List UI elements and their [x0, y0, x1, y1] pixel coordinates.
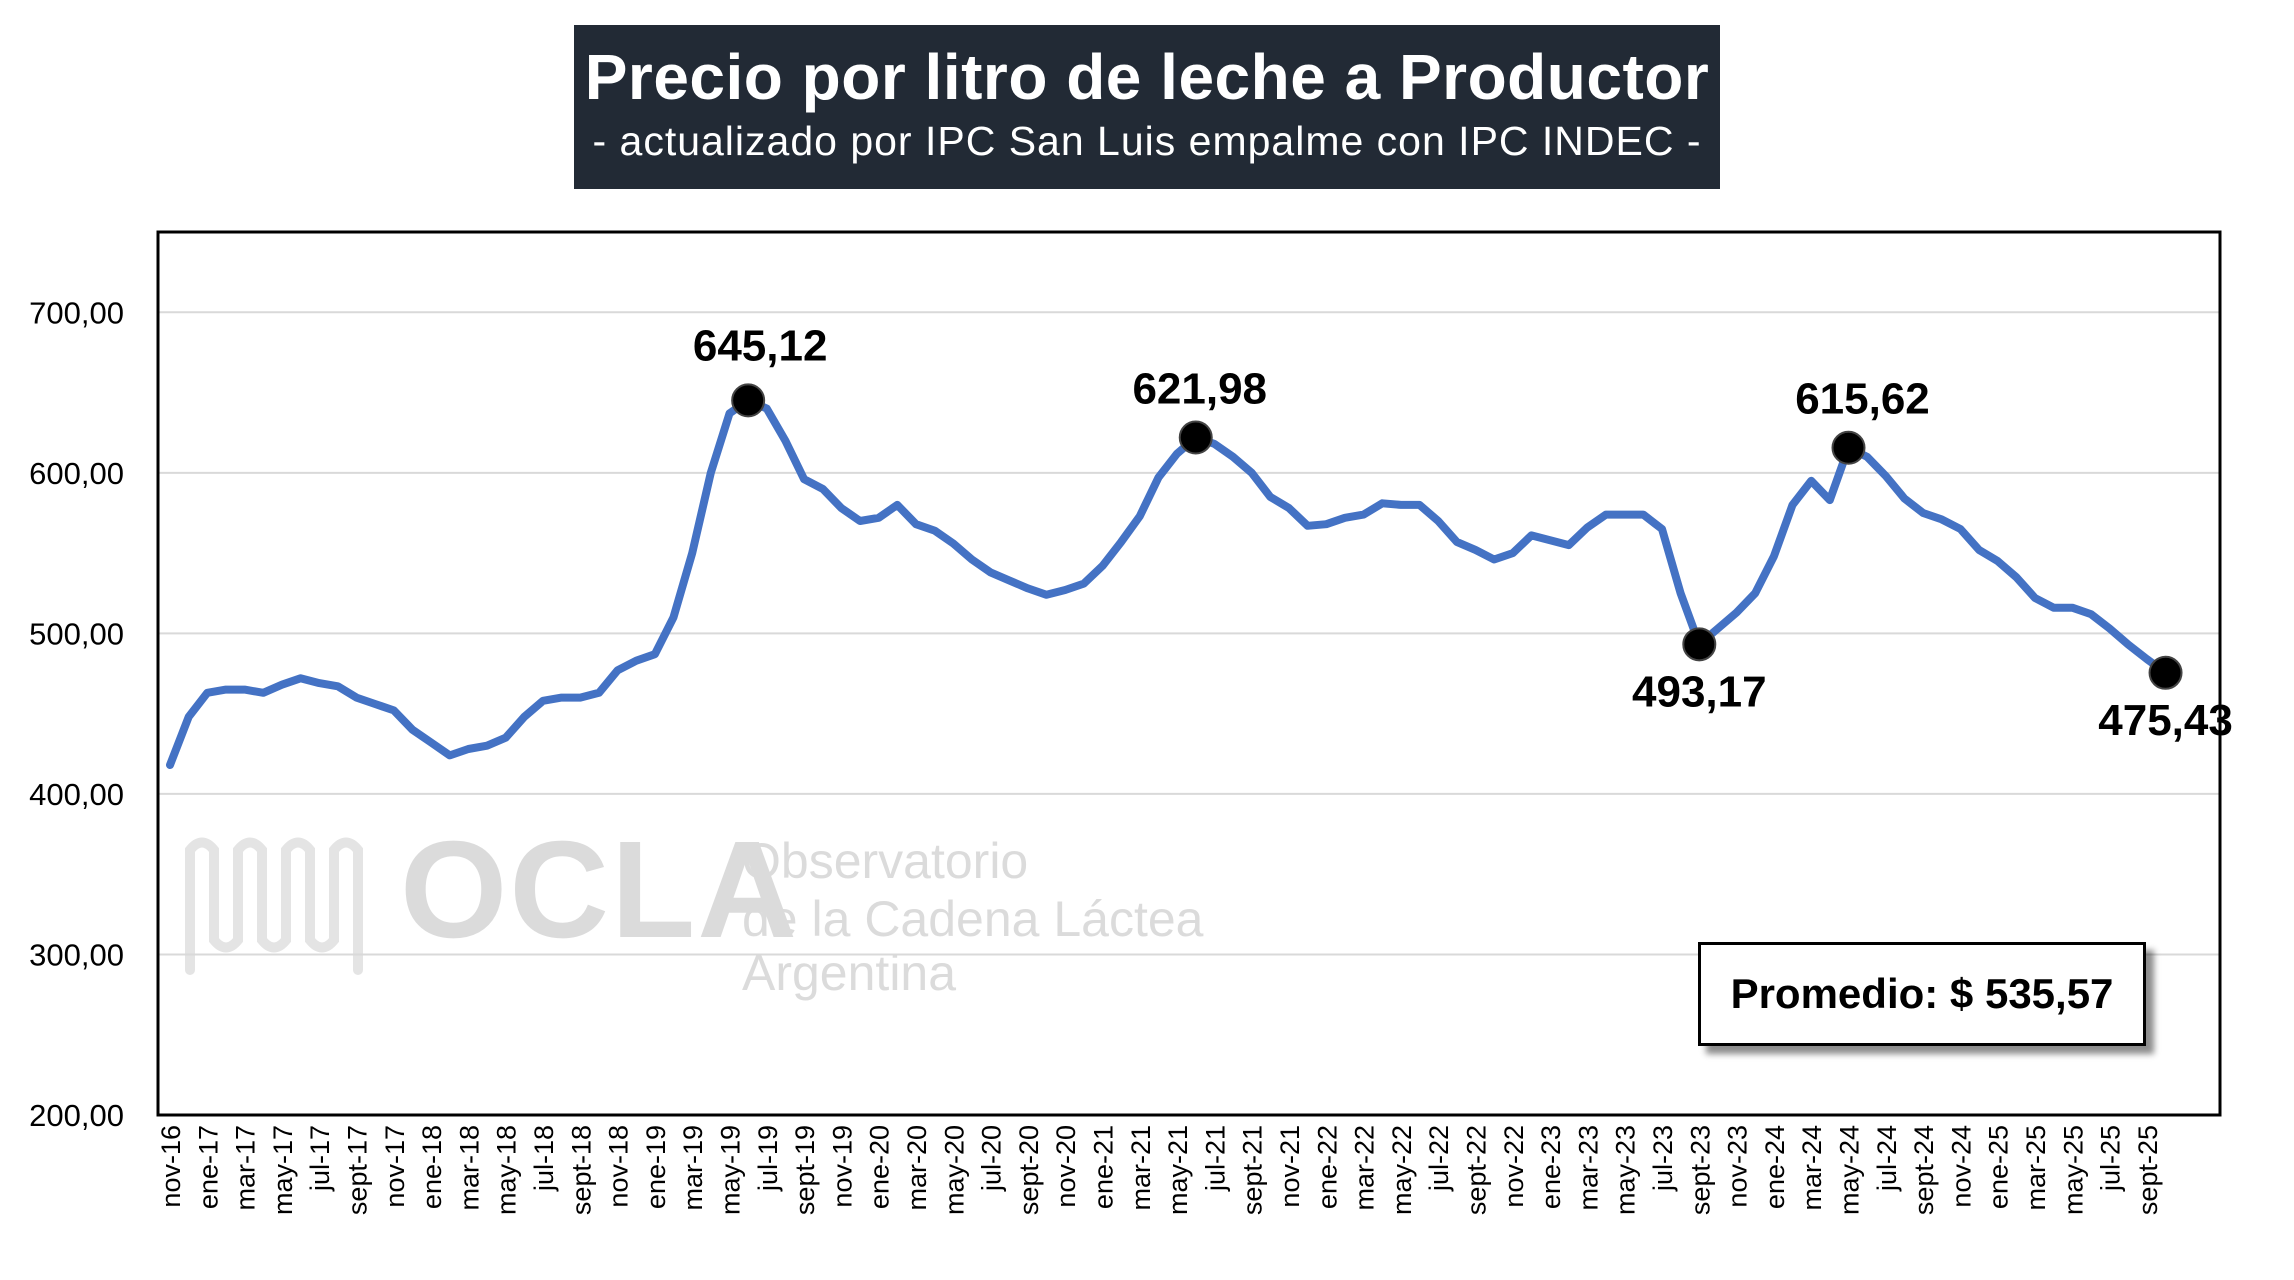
average-box: Promedio: $ 535,57 — [1698, 942, 2146, 1046]
y-tick-label: 400,00 — [29, 777, 124, 812]
plot-area-frame — [156, 230, 2222, 1117]
annotation-marker — [731, 383, 766, 418]
x-tick-label: sept-18 — [566, 1125, 596, 1215]
ocla-watermark: OCLA Observatorio de la Cadena Láctea Ar… — [180, 815, 1230, 1015]
y-tick-label: 300,00 — [29, 937, 124, 972]
x-tick-label: mar-23 — [1573, 1125, 1603, 1211]
x-tick-label: nov-22 — [1499, 1125, 1529, 1208]
x-tick-label: nov-19 — [827, 1125, 857, 1208]
x-tick-label: sept-23 — [1685, 1125, 1715, 1215]
x-tick-label: may-24 — [1835, 1125, 1865, 1215]
x-tick-label: may-21 — [1163, 1125, 1193, 1215]
y-axis-ticks: 200,00 300,00 400,00 500,00 600,00 700,00 — [29, 295, 124, 1133]
annotation-marker — [1682, 627, 1717, 662]
x-tick-label: jul-25 — [2096, 1125, 2126, 1192]
x-tick-label: jul-22 — [1424, 1125, 1454, 1192]
x-tick-label: mar-20 — [902, 1125, 932, 1211]
annotation-label: 493,17 — [1632, 667, 1767, 716]
x-tick-label: mar-22 — [1350, 1125, 1380, 1211]
x-tick-label: jul-24 — [1872, 1125, 1902, 1192]
watermark-line1: Observatorio — [742, 833, 1029, 889]
watermark-logo-text: OCLA — [400, 813, 799, 967]
x-tick-label: mar-17 — [231, 1125, 261, 1211]
chart-title: Precio por litro de leche a Productor — [584, 41, 1710, 113]
y-tick-label: 200,00 — [29, 1098, 124, 1133]
x-tick-label: ene-22 — [1312, 1125, 1342, 1209]
x-tick-label: nov-20 — [1051, 1125, 1081, 1208]
x-tick-label: ene-21 — [1089, 1125, 1119, 1209]
x-tick-label: jul-20 — [977, 1125, 1007, 1192]
x-tick-label: nov-17 — [380, 1125, 410, 1208]
x-tick-label: sept-17 — [343, 1125, 373, 1215]
x-tick-label: nov-21 — [1275, 1125, 1305, 1208]
chart-subtitle: - actualizado por IPC San Luis empalme c… — [592, 118, 1702, 164]
x-tick-label: may-17 — [268, 1125, 298, 1215]
x-tick-label: jul-17 — [305, 1125, 335, 1192]
annotation-markers: 645,12 621,98 493,17 615,62 475,43 — [693, 321, 2233, 744]
x-tick-label: may-25 — [2058, 1125, 2088, 1215]
x-tick-label: mar-19 — [678, 1125, 708, 1211]
x-tick-label: jul-18 — [529, 1125, 559, 1192]
x-tick-label: mar-25 — [2021, 1125, 2051, 1211]
x-tick-label: ene-17 — [193, 1125, 223, 1209]
x-tick-label: may-23 — [1611, 1125, 1641, 1215]
series-line-price — [166, 396, 2170, 769]
annotation-marker — [1178, 420, 1213, 455]
annotation-label: 615,62 — [1795, 375, 1930, 424]
x-tick-label: may-22 — [1387, 1125, 1417, 1215]
x-tick-label: ene-19 — [641, 1125, 671, 1209]
x-tick-label: nov-23 — [1723, 1125, 1753, 1208]
title-banner: Precio por litro de leche a Productor - … — [574, 25, 1720, 189]
x-axis-ticks: nov-16 ene-17 mar-17 may-17 jul-17 sept-17 nov… — [156, 1125, 2163, 1215]
annotation-label: 645,12 — [693, 321, 828, 370]
x-tick-label: sept-24 — [1909, 1125, 1939, 1215]
y-tick-label: 600,00 — [29, 456, 124, 491]
x-tick-label: nov-24 — [1946, 1125, 1976, 1208]
x-tick-label: jul-21 — [1200, 1125, 1230, 1192]
x-tick-label: mar-21 — [1126, 1125, 1156, 1211]
x-tick-label: ene-24 — [1760, 1125, 1790, 1209]
x-tick-label: nov-18 — [604, 1125, 634, 1208]
x-tick-label: ene-23 — [1536, 1125, 1566, 1209]
x-tick-label: may-18 — [492, 1125, 522, 1215]
x-tick-label: sept-19 — [790, 1125, 820, 1215]
x-tick-label: ene-20 — [865, 1125, 895, 1209]
annotation-label: 475,43 — [2098, 696, 2233, 745]
x-tick-label: ene-18 — [417, 1125, 447, 1209]
x-tick-label: sept-22 — [1462, 1125, 1492, 1215]
x-tick-label: jul-19 — [753, 1125, 783, 1192]
x-tick-label: may-19 — [716, 1125, 746, 1215]
y-tick-label: 500,00 — [29, 616, 124, 651]
x-tick-label: sept-21 — [1238, 1125, 1268, 1215]
ocla-logo-icon — [185, 837, 363, 975]
x-tick-label: may-20 — [939, 1125, 969, 1215]
x-tick-label: sept-20 — [1014, 1125, 1044, 1215]
y-tick-label: 700,00 — [29, 295, 124, 330]
x-tick-label: sept-25 — [2133, 1125, 2163, 1215]
annotation-marker — [1831, 430, 1866, 465]
watermark-line2: de la Cadena Láctea — [742, 891, 1204, 947]
annotation-label: 621,98 — [1132, 365, 1267, 414]
x-tick-label: mar-18 — [454, 1125, 484, 1211]
x-tick-label: mar-24 — [1797, 1125, 1827, 1211]
x-tick-label: jul-23 — [1648, 1125, 1678, 1192]
x-tick-label: ene-25 — [1984, 1125, 2014, 1209]
x-tick-label: nov-16 — [156, 1125, 186, 1208]
annotation-marker — [2148, 655, 2183, 690]
